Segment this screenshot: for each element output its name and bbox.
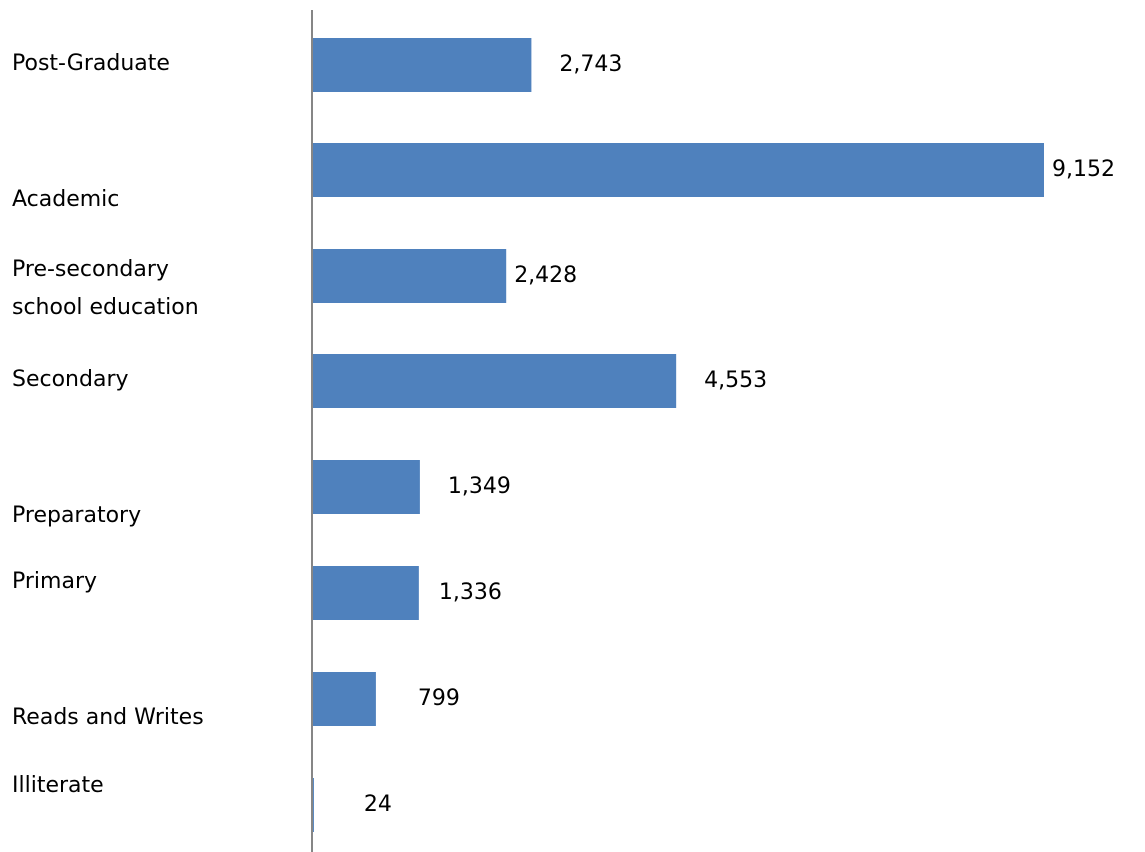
value-label-5: 1,336	[439, 580, 502, 605]
category-label-1: Academic	[12, 187, 119, 212]
value-label-4: 1,349	[448, 474, 511, 499]
bar-0	[312, 38, 532, 92]
value-label-3: 4,553	[704, 368, 767, 393]
bar-5	[312, 566, 419, 620]
bar-4	[312, 460, 420, 514]
bar-3	[312, 354, 677, 408]
category-label-7: Illiterate	[12, 773, 104, 798]
category-label-4: Preparatory	[12, 503, 141, 528]
category-label-3: Secondary	[12, 367, 129, 392]
value-labels-group: 2,743 9,152 2,428 4,553 1,349 1,336 799 24	[364, 52, 1115, 817]
category-label-2: Pre-secondary school education	[12, 257, 199, 320]
value-label-2: 2,428	[514, 263, 577, 288]
category-label-0: Post-Graduate	[12, 51, 170, 76]
value-label-6: 799	[418, 686, 460, 711]
bar-2	[312, 249, 507, 303]
bar-6	[312, 672, 376, 726]
value-label-1: 9,152	[1052, 157, 1115, 182]
value-label-7: 24	[364, 792, 392, 817]
bars-group	[312, 38, 1044, 832]
category-label-6: Reads and Writes	[12, 705, 204, 730]
value-label-0: 2,743	[559, 52, 622, 77]
category-labels-group: Post-Graduate Academic Pre-secondary school…	[12, 51, 204, 798]
bar-1	[312, 143, 1044, 197]
category-label-5: Primary	[12, 569, 97, 594]
